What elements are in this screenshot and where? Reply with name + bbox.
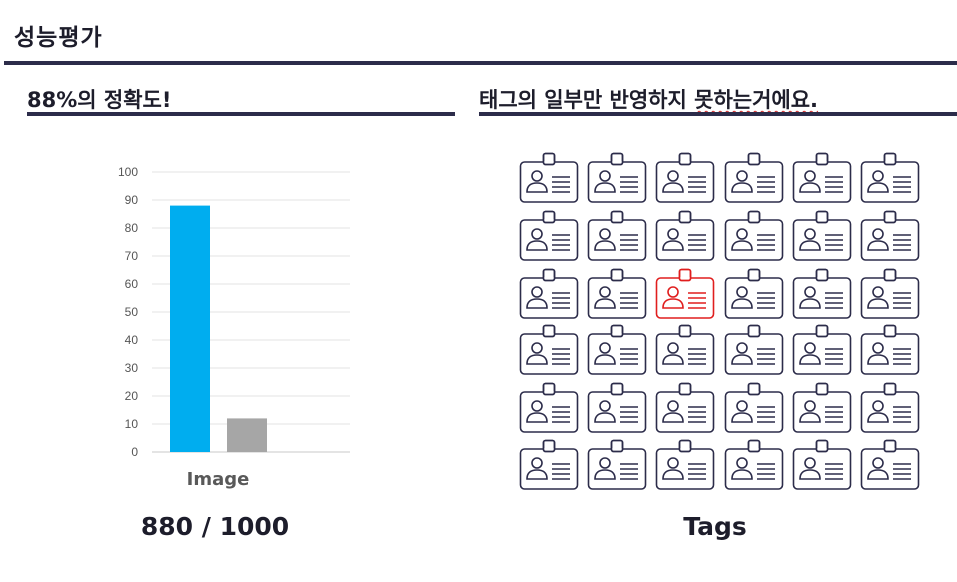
y-tick-label: 20 <box>125 389 139 403</box>
bar-2 <box>227 418 267 452</box>
y-tick-label: 80 <box>125 221 139 235</box>
left-section-divider <box>27 112 455 116</box>
id-badge-icon <box>587 439 647 491</box>
y-tick-label: 100 <box>118 165 138 179</box>
id-badge-icon <box>724 324 784 376</box>
y-tick-label: 0 <box>131 445 138 459</box>
title-divider <box>4 61 957 65</box>
bar-1 <box>170 205 210 452</box>
id-badge-icon <box>655 268 715 320</box>
id-badge-icon <box>519 268 579 320</box>
id-badge-icon <box>860 324 920 376</box>
id-badge-icon <box>655 152 715 204</box>
id-badge-icon <box>655 382 715 434</box>
y-tick-label: 90 <box>125 193 139 207</box>
id-badge-icon <box>724 382 784 434</box>
id-badge-icon <box>587 268 647 320</box>
id-badge-icon <box>655 324 715 376</box>
y-tick-label: 30 <box>125 361 139 375</box>
left-caption: 880 / 1000 <box>140 512 290 541</box>
id-badge-icon <box>519 210 579 262</box>
id-badge-icon <box>655 210 715 262</box>
y-tick-label: 60 <box>125 277 139 291</box>
right-heading-underlined: 못하는거에요. <box>694 88 819 112</box>
id-badge-icon <box>519 382 579 434</box>
id-badge-icon <box>724 152 784 204</box>
id-badge-icon <box>792 268 852 320</box>
left-section-heading: 88%의 정확도! <box>27 88 172 112</box>
right-caption: Tags <box>683 512 747 541</box>
id-badge-icon <box>655 439 715 491</box>
y-tick-label: 40 <box>125 333 139 347</box>
id-badge-icon <box>792 210 852 262</box>
id-badge-icon <box>860 439 920 491</box>
page-title: 성능평가 <box>14 25 103 51</box>
right-section-heading: 태그의 일부만 반영하지 못하는거에요. <box>479 84 818 114</box>
id-badge-icon <box>519 324 579 376</box>
right-heading-main: 태그의 일부만 반영하지 <box>479 88 695 112</box>
id-badge-icon <box>724 439 784 491</box>
y-tick-label: 10 <box>125 417 139 431</box>
id-badge-icon <box>587 382 647 434</box>
id-badge-icon <box>860 210 920 262</box>
accuracy-bar-chart: 0 10 20 30 40 50 60 70 80 90 100 Image <box>118 165 350 490</box>
id-badge-icon <box>724 210 784 262</box>
id-badge-icon <box>792 439 852 491</box>
id-badge-icon <box>519 152 579 204</box>
id-badge-icon <box>792 382 852 434</box>
id-badge-icon <box>519 439 579 491</box>
id-badge-icon <box>792 324 852 376</box>
id-badge-icon <box>724 268 784 320</box>
y-tick-label: 50 <box>125 305 139 319</box>
id-badge-icon <box>587 210 647 262</box>
id-badge-icon <box>792 152 852 204</box>
id-badge-icon <box>860 268 920 320</box>
id-badge-icon <box>860 382 920 434</box>
y-tick-label: 70 <box>125 249 139 263</box>
right-section-divider <box>479 112 957 116</box>
id-badge-icon <box>860 152 920 204</box>
id-badge-icon <box>587 324 647 376</box>
id-badge-icon <box>587 152 647 204</box>
x-category-label: Image <box>187 469 250 490</box>
